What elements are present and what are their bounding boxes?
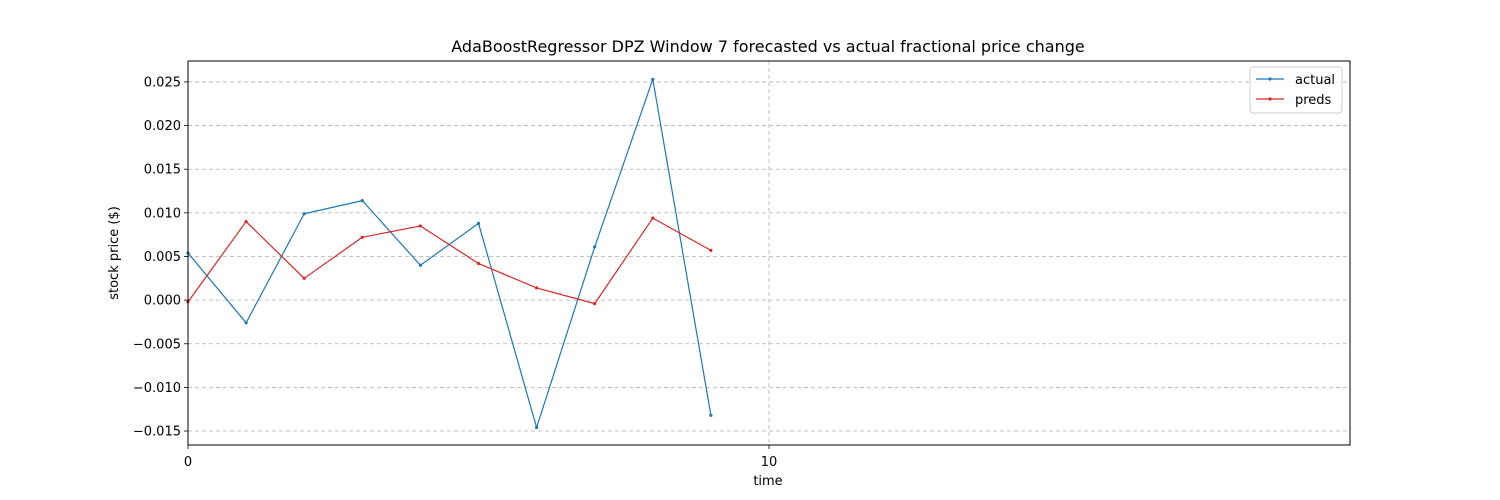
legend-label-actual: actual bbox=[1295, 73, 1335, 88]
legend-marker-actual bbox=[1268, 77, 1272, 81]
y-tick-label: −0.015 bbox=[133, 425, 181, 440]
y-tick-label: −0.005 bbox=[133, 337, 181, 352]
data-point-actual bbox=[593, 245, 597, 249]
grid bbox=[187, 61, 1350, 445]
data-point-actual bbox=[709, 413, 713, 417]
y-tick-label: −0.010 bbox=[133, 381, 181, 396]
y-tick-label: 0.015 bbox=[144, 163, 181, 178]
data-point-actual bbox=[418, 263, 422, 267]
legend-label-preds: preds bbox=[1295, 93, 1332, 108]
legend-marker-preds bbox=[1268, 97, 1272, 101]
x-tick-label: 0 bbox=[184, 455, 192, 470]
data-point-preds bbox=[418, 224, 422, 228]
data-point-preds bbox=[593, 302, 597, 306]
y-tick-label: 0.020 bbox=[144, 119, 181, 134]
data-point-preds bbox=[476, 261, 481, 266]
series-line-actual bbox=[187, 78, 712, 429]
data-point-actual bbox=[535, 425, 539, 430]
data-point-preds bbox=[302, 276, 306, 280]
chart-title: AdaBoostRegressor DPZ Window 7 forecaste… bbox=[451, 37, 1084, 56]
data-point-preds bbox=[651, 216, 655, 220]
data-point-actual bbox=[244, 321, 248, 325]
y-tick-label: 0.025 bbox=[144, 75, 181, 90]
legend: actual preds bbox=[1249, 66, 1343, 114]
series-layer bbox=[186, 77, 713, 430]
data-point-actual bbox=[476, 221, 481, 225]
data-point-preds bbox=[535, 286, 539, 290]
data-point-actual bbox=[360, 199, 364, 203]
y-tick-label: 0.000 bbox=[144, 294, 181, 309]
y-tick-label: 0.010 bbox=[144, 206, 181, 221]
series-line-preds bbox=[187, 217, 712, 305]
y-axis-label: stock price ($) bbox=[107, 206, 122, 300]
y-axis: −0.015 −0.010 −0.005 0.000 0.005 0.010 0.015 0.… bbox=[133, 75, 188, 440]
data-point-preds bbox=[360, 235, 364, 239]
data-point-actual bbox=[302, 212, 306, 216]
data-point-actual bbox=[651, 77, 655, 81]
x-axis-label: time bbox=[753, 474, 782, 489]
y-tick-label: 0.005 bbox=[144, 250, 181, 265]
data-point-preds bbox=[709, 248, 713, 252]
x-tick-label: 10 bbox=[761, 455, 778, 470]
x-axis: 0 10 bbox=[184, 445, 777, 470]
data-point-preds bbox=[244, 219, 248, 224]
